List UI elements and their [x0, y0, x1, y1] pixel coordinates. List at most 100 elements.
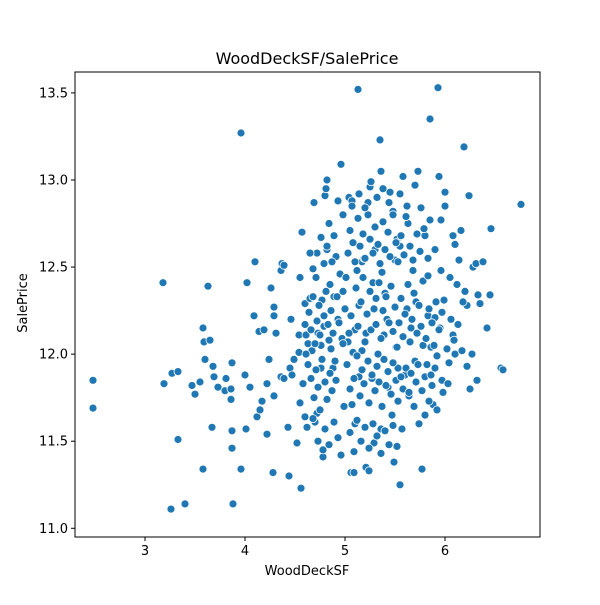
scatter-point	[444, 358, 454, 368]
scatter-point	[438, 387, 448, 397]
scatter-point	[388, 210, 398, 220]
scatter-point	[349, 447, 359, 457]
scatter-point	[457, 346, 467, 356]
scatter-point	[345, 226, 355, 235]
y-tick-label: 12.5	[39, 261, 68, 276]
scatter-point	[482, 323, 492, 333]
scatter-point	[306, 325, 316, 335]
scatter-point	[377, 267, 387, 277]
scatter-point	[414, 419, 424, 429]
scatter-point	[366, 325, 376, 335]
scatter-point	[309, 393, 319, 403]
scatter-point	[301, 349, 311, 359]
scatter-point	[364, 443, 374, 453]
scatter-point	[339, 401, 349, 411]
scatter-point	[390, 302, 400, 312]
scatter-point	[249, 311, 259, 321]
scatter-point	[396, 293, 406, 303]
scatter-point	[319, 259, 329, 269]
scatter-point	[357, 365, 367, 375]
scatter-point	[353, 85, 363, 94]
scatter-point	[360, 422, 370, 432]
scatter-point	[356, 436, 366, 446]
scatter-point	[198, 464, 208, 474]
scatter-point	[346, 311, 356, 321]
scatter-point	[371, 320, 381, 329]
scatter-point	[397, 424, 407, 434]
scatter-point	[456, 226, 466, 235]
scatter-point	[228, 499, 238, 509]
scatter-point	[88, 403, 98, 413]
scatter-point	[408, 266, 418, 275]
scatter-point	[321, 286, 331, 296]
scatter-point	[381, 381, 391, 390]
scatter-point	[271, 328, 281, 338]
scatter-point	[386, 389, 396, 399]
scatter-point	[297, 227, 307, 237]
scatter-point	[365, 234, 375, 244]
scatter-point	[298, 379, 308, 389]
scatter-point	[314, 300, 324, 310]
x-axis-label: WoodDeckSF	[265, 564, 350, 579]
scatter-point	[330, 356, 340, 366]
scatter-point	[173, 435, 183, 444]
scatter-point	[409, 401, 419, 411]
y-tick-label: 11.0	[39, 522, 68, 537]
scatter-point	[360, 337, 370, 347]
scatter-point	[416, 321, 426, 331]
scatter-point	[516, 199, 526, 209]
scatter-point	[348, 238, 358, 248]
scatter-point	[406, 368, 416, 378]
scatter-point	[458, 297, 468, 307]
scatter-point	[378, 306, 388, 316]
scatter-point	[423, 253, 433, 263]
scatter-point	[411, 377, 421, 387]
scatter-point	[431, 297, 441, 307]
scatter-point	[338, 210, 348, 220]
scatter-point	[389, 457, 399, 467]
scatter-point	[388, 421, 398, 430]
x-tick-label: 6	[441, 544, 449, 559]
scatter-point	[436, 215, 446, 225]
scatter-point	[266, 283, 276, 293]
scatter-point	[406, 323, 416, 333]
scatter-point	[88, 375, 98, 385]
scatter-point	[326, 344, 336, 354]
scatter-point	[257, 396, 267, 406]
scatter-point	[473, 290, 483, 300]
scatter-point	[221, 374, 231, 383]
scatter-point	[262, 429, 272, 439]
scatter-point	[190, 389, 200, 399]
scatter-point	[289, 354, 299, 364]
scatter-point	[319, 311, 329, 321]
scatter-point	[320, 424, 330, 434]
scatter-point	[325, 280, 335, 289]
scatter-point	[255, 405, 265, 415]
scatter-point	[432, 405, 442, 415]
scatter-point	[213, 382, 223, 392]
scatter-point	[349, 468, 359, 478]
scatter-point	[313, 436, 323, 446]
scatter-point	[432, 351, 442, 361]
scatter-point	[240, 370, 250, 380]
scatter-point	[440, 201, 450, 211]
scatter-point	[464, 191, 474, 201]
scatter-point	[308, 264, 318, 274]
scatter-point	[405, 337, 415, 347]
scatter-point	[379, 354, 389, 364]
scatter-point	[364, 398, 374, 408]
scatter-point	[306, 374, 316, 383]
scatter-point	[245, 382, 255, 392]
scatter-point	[209, 372, 219, 382]
scatter-point	[396, 372, 406, 382]
scatter-point	[227, 358, 237, 368]
scatter-point	[308, 414, 318, 424]
scatter-point	[433, 83, 443, 93]
scatter-point	[384, 440, 394, 450]
scatter-point	[429, 340, 439, 350]
scatter-point	[364, 466, 374, 476]
scatter-point	[417, 464, 427, 474]
scatter-point	[369, 304, 379, 314]
